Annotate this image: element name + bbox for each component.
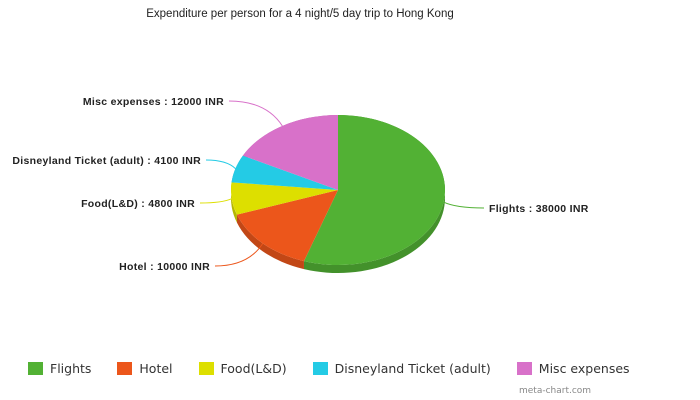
- connector-disneyland: [205, 159, 236, 169]
- legend-label: Hotel: [139, 361, 173, 376]
- legend-swatch: [516, 362, 532, 375]
- legend-item-misc[interactable]: Misc expenses: [516, 361, 630, 376]
- connector-misc: [228, 100, 283, 127]
- slice-food[interactable]: [231, 182, 338, 215]
- slice-side-food: [231, 182, 237, 223]
- data-label-hotel: Hotel : 10000 INR: [119, 261, 210, 273]
- legend-item-hotel[interactable]: Hotel: [117, 361, 173, 376]
- slice-hotel[interactable]: [236, 190, 338, 262]
- legend-label: Disneyland Ticket (adult): [334, 361, 491, 376]
- credit-text: meta-chart.com: [519, 386, 592, 396]
- slice-side-hotel: [236, 214, 304, 270]
- legend-item-flights[interactable]: Flights: [28, 361, 91, 376]
- pie-slices: [231, 115, 445, 265]
- legend-swatch: [198, 362, 214, 375]
- connector-hotel: [214, 243, 264, 267]
- slice-disneyland[interactable]: [231, 155, 338, 190]
- legend-label: Flights: [50, 361, 92, 376]
- data-label-food: Food(L&D) : 4800 INR: [81, 198, 195, 210]
- legend-label: Misc expenses: [538, 361, 630, 376]
- slice-misc[interactable]: [242, 115, 338, 190]
- pie-chart: Flights : 38000 INR Hotel : 10000 INR Food…: [12, 96, 588, 273]
- connector-flights: [443, 201, 485, 209]
- legend-item-disneyland[interactable]: Disneyland Ticket (adult): [312, 361, 491, 376]
- pie-connectors: [199, 100, 485, 267]
- data-label-flights: Flights : 38000 INR: [489, 203, 589, 215]
- connector-food: [199, 198, 232, 204]
- legend-swatch: [117, 362, 133, 375]
- legend-swatch: [312, 362, 328, 375]
- chart-title: Expenditure per person for a 4 night/5 d…: [146, 8, 454, 20]
- data-label-disneyland: Disneyland Ticket (adult) : 4100 INR: [12, 155, 201, 167]
- legend-swatch: [28, 362, 43, 375]
- pie-labels: Flights : 38000 INR Hotel : 10000 INR Food…: [12, 96, 588, 273]
- legend-item-food[interactable]: Food(L&D): [198, 361, 287, 376]
- legend-label: Food(L&D): [220, 361, 287, 376]
- data-label-misc: Misc expenses : 12000 INR: [83, 96, 224, 108]
- slice-flights[interactable]: [303, 115, 445, 265]
- legend: Flights Hotel Food(L&D) Disneyland Ticke…: [28, 361, 656, 376]
